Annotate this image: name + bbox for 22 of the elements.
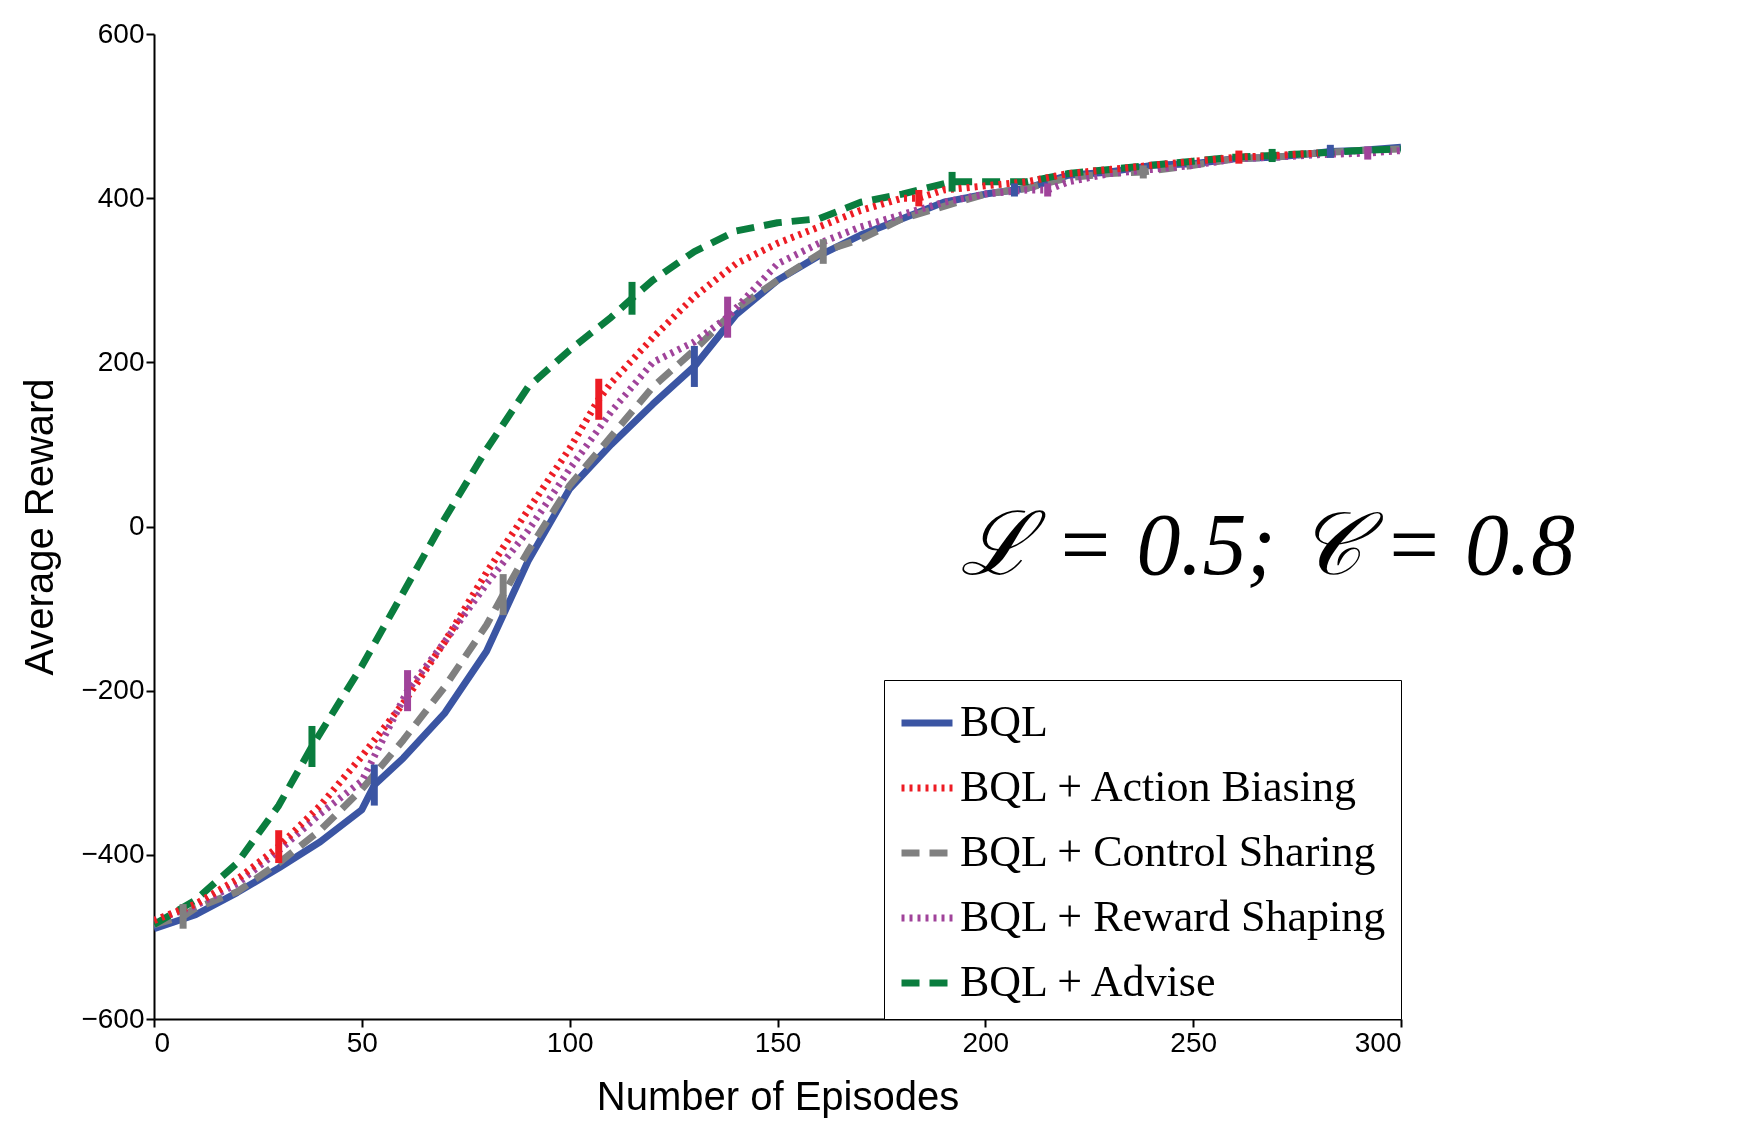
y-tick-label: 200 <box>97 345 145 377</box>
x-tick-label: 250 <box>1170 1026 1218 1058</box>
y-tick-label: 0 <box>128 510 145 541</box>
x-tick-label: 200 <box>962 1026 1010 1058</box>
x-tick-label: 300 <box>1354 1026 1402 1058</box>
parameter-note: ℒ = 0.5; 𝒞 = 0.8 <box>960 495 1576 595</box>
x-tick-label: 100 <box>546 1026 594 1058</box>
legend-label: BQL <box>960 697 1048 746</box>
x-tick-label: 50 <box>346 1026 378 1058</box>
legend-label: BQL + Control Sharing <box>960 827 1376 876</box>
y-tick-label: 600 <box>97 17 145 49</box>
x-tick-label: 0 <box>154 1026 171 1058</box>
legend-label: BQL + Reward Shaping <box>960 892 1386 941</box>
x-tick-label: 150 <box>754 1026 802 1058</box>
legend-label: BQL + Advise <box>960 957 1216 1006</box>
y-axis-title: Average Reward <box>17 378 62 676</box>
legend-label: BQL + Action Biasing <box>960 762 1356 811</box>
y-tick-label: 400 <box>97 181 145 213</box>
y-tick-label: −600 <box>81 1002 145 1034</box>
x-axis-title: Number of Episodes <box>596 1073 960 1118</box>
y-tick-label: −400 <box>81 838 145 870</box>
y-tick-label: −200 <box>81 674 145 706</box>
